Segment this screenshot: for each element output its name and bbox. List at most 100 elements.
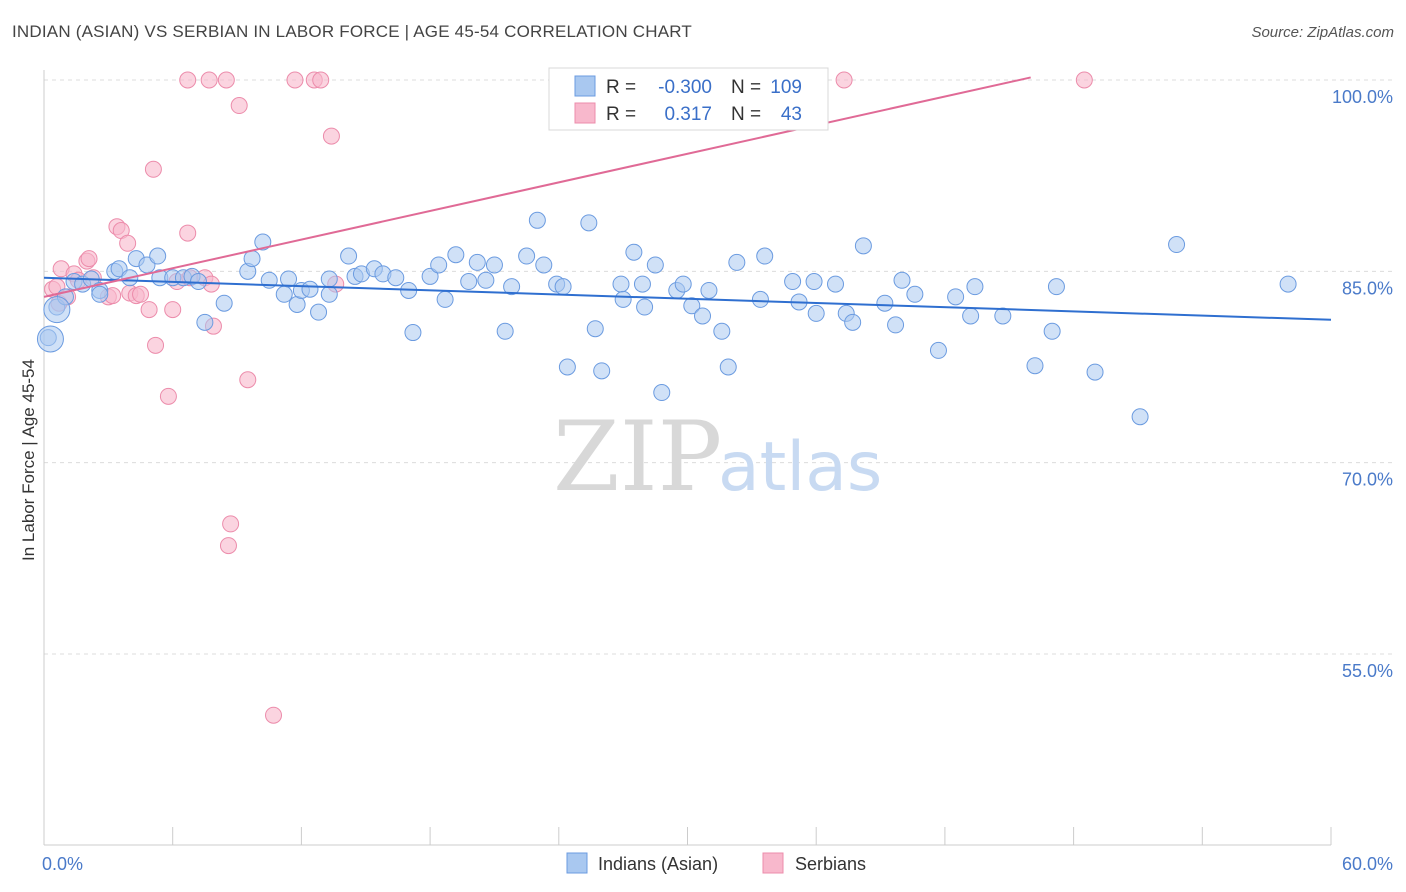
indians-point-31 [320,285,338,303]
serbians-point-31 [217,71,235,89]
indians-point-42 [430,256,448,274]
indians-point-96 [1047,278,1065,296]
serbians-point-8 [80,250,98,268]
legend-r-value-2: 0.317 [664,104,712,125]
legend-r-value-1: -0.300 [658,77,712,98]
indians-point-65 [646,256,664,274]
serbians-point-17 [132,285,150,303]
indians-point-97 [1086,363,1104,381]
legend-swatch-pink [574,102,596,124]
indians-point-77 [784,273,802,291]
indians-point-50 [503,278,521,296]
serbians-point-43 [1075,71,1093,89]
indians-point-30 [310,303,328,321]
serbians-point-14 [119,234,137,252]
indians-asian-points [36,211,1297,426]
indians-point-61 [614,290,632,308]
serbians-point-34 [230,97,248,115]
indians-point-55 [554,278,572,296]
serbians-point-37 [286,71,304,89]
indians-point-98 [1131,408,1149,426]
indians-point-73 [719,358,737,376]
legend-n-value-2: 43 [781,104,802,125]
indians-point-87 [893,271,911,289]
serbians-trend-line [43,76,1031,298]
indians-point-89 [929,341,947,359]
watermark-atlas: atlas [718,428,882,507]
indians-point-72 [713,322,731,340]
indians-point-18 [189,273,207,291]
indians-point-48 [485,256,503,274]
indians-point-70 [694,307,712,325]
indians-point-13 [149,247,167,265]
watermark-zip: ZIP [553,401,722,513]
indians-trend-line [43,276,1332,321]
serbians-point-24 [179,71,197,89]
serbians-point-35 [239,371,257,389]
y-axis-title: In Labor Force | Age 45-54 [19,359,38,561]
serbians-point-36 [265,706,283,724]
indians-point-100 [1279,275,1297,293]
indians-point-49 [496,322,514,340]
indians-point-92 [966,278,984,296]
chart-title: INDIAN (ASIAN) VS SERBIAN IN LABOR FORCE… [12,22,692,41]
x-tick-label-min: 0.0% [42,854,83,874]
legend-swatch-blue [574,75,596,97]
serbians-point-42 [835,71,853,89]
indians-point-80 [807,304,825,322]
y-tick-label-1: 85.0% [1342,278,1393,298]
watermark: ZIP atlas [553,401,882,513]
indians-point-79 [805,273,823,291]
serbians-point-21 [159,387,177,405]
indians-point-19 [196,313,214,331]
indians-point-68 [674,275,692,293]
indians-point-44 [447,246,465,264]
indians-point-57 [580,214,598,232]
indians-point-64 [636,298,654,316]
indians-point-93 [994,307,1012,325]
indians-point-56 [558,358,576,376]
trend-lines [43,76,1332,321]
indians-point-90 [947,288,965,306]
indians-point-33 [340,247,358,265]
serbians-point-20 [147,336,165,354]
y-tick-labels: 100.0% 85.0% 70.0% 55.0% [1332,87,1393,681]
indians-point-74 [728,253,746,271]
legend-r-label-1: R = [606,77,636,98]
indians-point-71 [700,281,718,299]
indians-point-7 [91,285,109,303]
serbians-point-32 [219,537,237,555]
indians-large-point-0 [36,325,64,353]
indians-point-63 [633,275,651,293]
x-tick-label-max: 60.0% [1342,854,1393,874]
indians-point-85 [876,294,894,312]
serbians-points [44,71,1093,724]
indians-point-22 [243,250,261,268]
indians-point-53 [535,256,553,274]
y-tick-label-3: 55.0% [1342,661,1393,681]
indians-point-38 [387,269,405,287]
indians-point-25 [275,285,293,303]
bottom-legend-swatch-pink [762,852,784,874]
serbians-point-33 [222,515,240,533]
indians-point-45 [460,273,478,291]
indians-point-76 [756,247,774,265]
indians-point-69 [683,297,701,315]
indians-point-94 [1026,357,1044,375]
legend-r-label-2: R = [606,104,636,125]
series-legend: Indians (Asian) Serbians [566,852,866,874]
serbians-point-22 [164,301,182,319]
bottom-legend-label-indians: Indians (Asian) [598,854,718,874]
axes [43,70,1332,846]
indians-point-66 [653,384,671,402]
indians-point-40 [404,324,422,342]
indians-point-20 [215,294,233,312]
serbians-point-28 [200,71,218,89]
legend-n-label-2: N = [731,104,761,125]
legend-n-value-1: 109 [770,77,802,98]
serbians-point-25 [179,224,197,242]
indians-point-91 [962,307,980,325]
indians-point-52 [528,211,546,229]
legend-n-label-1: N = [731,77,761,98]
